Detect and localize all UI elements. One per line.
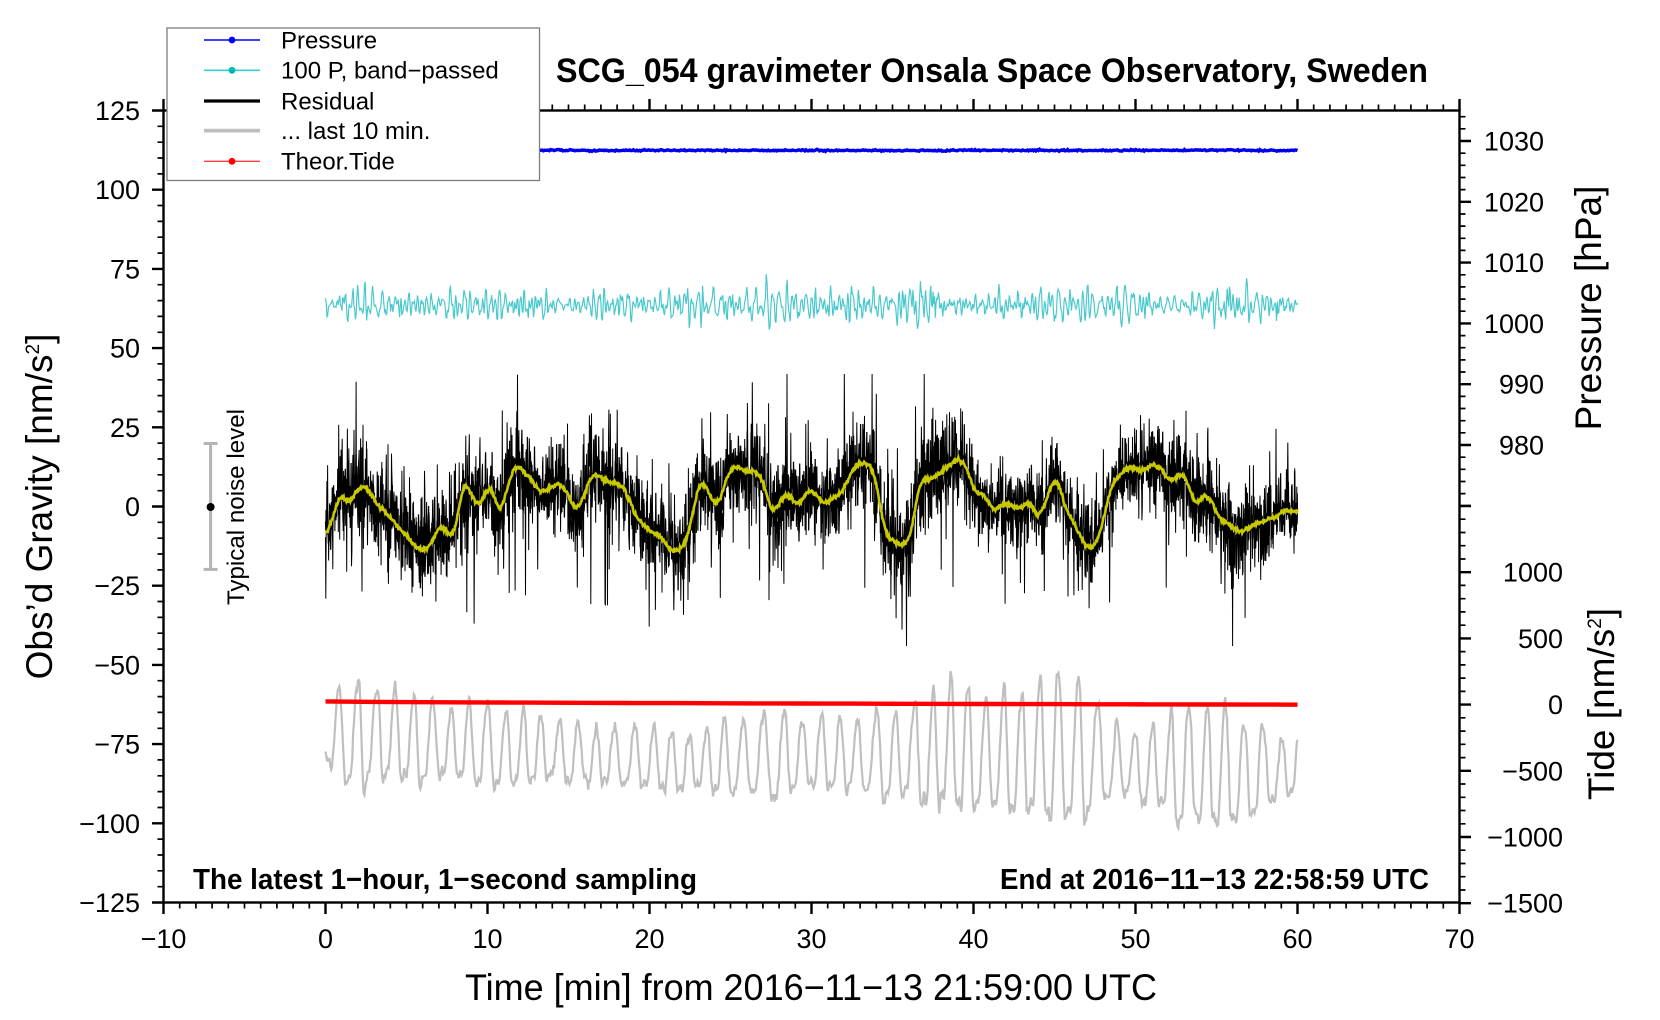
svg-text:70: 70 [1444,924,1474,954]
svg-text:End at 2016−11−13 22:58:59 UTC: End at 2016−11−13 22:58:59 UTC [1000,864,1429,896]
svg-text:1030: 1030 [1484,127,1544,157]
svg-text:0: 0 [125,492,140,522]
svg-text:Typical noise level: Typical noise level [223,409,250,605]
svg-text:990: 990 [1499,370,1544,400]
svg-text:75: 75 [110,254,140,284]
svg-text:SCG_054 gravimeter Onsala Spac: SCG_054 gravimeter Onsala Space Observat… [556,52,1428,90]
svg-text:Pressure: Pressure [281,27,377,54]
svg-text:Pressure [hPa]: Pressure [hPa] [1568,186,1609,431]
svg-text:100 P, band−passed: 100 P, band−passed [281,58,499,85]
svg-text:1020: 1020 [1484,187,1544,217]
svg-text:−10: −10 [141,924,187,954]
svg-text:0: 0 [1548,690,1563,720]
svg-text:−100: −100 [79,809,140,839]
svg-text:10: 10 [472,924,502,954]
svg-text:−50: −50 [94,650,140,680]
svg-text:−75: −75 [94,730,140,760]
svg-text:125: 125 [95,96,140,126]
svg-text:500: 500 [1518,624,1563,654]
svg-text:60: 60 [1282,924,1312,954]
svg-text:Time [min] from 2016−11−13 21:: Time [min] from 2016−11−13 21:59:00 UTC [465,967,1157,1008]
svg-text:Tide [nm/s2]: Tide [nm/s2] [1581,608,1622,800]
svg-text:Obs’d Gravity [nm/s2]: Obs’d Gravity [nm/s2] [19,334,60,680]
svg-text:1010: 1010 [1484,248,1544,278]
svg-text:100: 100 [95,175,140,205]
svg-text:1000: 1000 [1484,309,1544,339]
svg-text:Residual: Residual [281,88,374,115]
svg-text:The latest 1−hour, 1−second sa: The latest 1−hour, 1−second sampling [193,864,697,896]
svg-text:50: 50 [1120,924,1150,954]
svg-text:−500: −500 [1502,756,1563,786]
svg-text:0: 0 [318,924,333,954]
svg-text:Theor.Tide: Theor.Tide [281,149,395,176]
svg-text:980: 980 [1499,431,1544,461]
svg-text:−1500: −1500 [1487,889,1563,919]
svg-text:−25: −25 [94,571,140,601]
svg-text:30: 30 [796,924,826,954]
svg-text:−1000: −1000 [1487,823,1563,853]
svg-text:40: 40 [958,924,988,954]
svg-text:20: 20 [634,924,664,954]
svg-text:−125: −125 [79,888,140,918]
svg-text:25: 25 [110,413,140,443]
svg-text:... last 10 min.: ... last 10 min. [281,118,430,145]
svg-text:50: 50 [110,334,140,364]
svg-text:1000: 1000 [1503,558,1563,588]
